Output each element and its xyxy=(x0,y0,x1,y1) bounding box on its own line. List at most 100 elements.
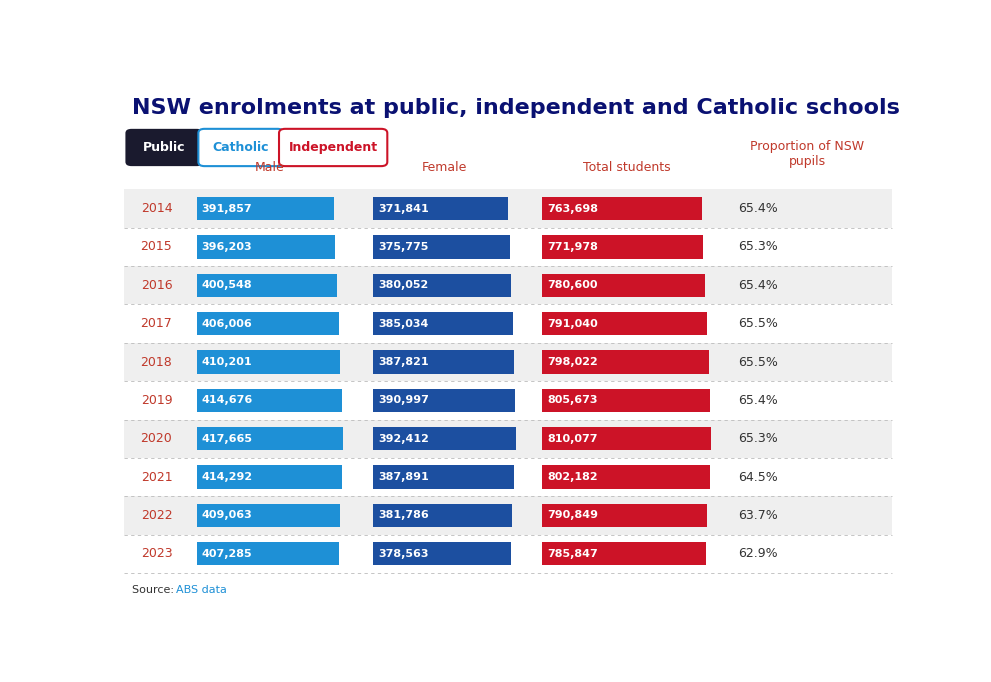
Text: 385,034: 385,034 xyxy=(379,318,428,329)
Bar xyxy=(197,235,335,258)
Text: Public: Public xyxy=(143,141,185,154)
Text: 380,052: 380,052 xyxy=(379,280,428,291)
Text: 63.7%: 63.7% xyxy=(738,509,778,522)
Bar xyxy=(542,197,702,220)
Text: 391,857: 391,857 xyxy=(201,204,252,213)
Text: 62.9%: 62.9% xyxy=(738,547,778,560)
Bar xyxy=(542,427,712,450)
FancyBboxPatch shape xyxy=(279,129,387,166)
Bar xyxy=(197,465,342,488)
Text: 798,022: 798,022 xyxy=(547,357,598,367)
Text: Female: Female xyxy=(422,161,467,174)
Bar xyxy=(374,351,514,374)
Text: 2018: 2018 xyxy=(141,355,172,368)
Bar xyxy=(374,542,510,565)
Text: 791,040: 791,040 xyxy=(547,318,598,329)
Text: 2016: 2016 xyxy=(141,279,172,292)
Text: 390,997: 390,997 xyxy=(379,396,429,405)
Text: 375,775: 375,775 xyxy=(379,242,428,252)
Bar xyxy=(542,273,706,297)
Text: 400,548: 400,548 xyxy=(201,280,252,291)
Text: 64.5%: 64.5% xyxy=(738,471,778,484)
Text: 802,182: 802,182 xyxy=(547,472,598,482)
Bar xyxy=(374,235,509,258)
Text: 410,201: 410,201 xyxy=(201,357,252,367)
Text: 780,600: 780,600 xyxy=(547,280,598,291)
Text: Total students: Total students xyxy=(583,161,671,174)
Text: Independent: Independent xyxy=(288,141,378,154)
Bar xyxy=(542,235,704,258)
Text: 65.4%: 65.4% xyxy=(738,202,778,215)
Bar xyxy=(124,190,892,228)
Text: 378,563: 378,563 xyxy=(379,549,428,559)
Text: 396,203: 396,203 xyxy=(201,242,252,252)
Text: 810,077: 810,077 xyxy=(547,434,598,444)
Text: 387,891: 387,891 xyxy=(379,472,429,482)
Text: 65.4%: 65.4% xyxy=(738,394,778,407)
Bar xyxy=(374,427,515,450)
Text: 409,063: 409,063 xyxy=(201,510,252,520)
Bar xyxy=(124,304,892,343)
Text: 2017: 2017 xyxy=(141,317,172,330)
Text: 771,978: 771,978 xyxy=(547,242,598,252)
Bar xyxy=(124,228,892,266)
Bar xyxy=(197,197,334,220)
Text: Proportion of NSW
pupils: Proportion of NSW pupils xyxy=(750,140,864,168)
Text: NSW enrolments at public, independent and Catholic schools: NSW enrolments at public, independent an… xyxy=(132,98,900,117)
Bar xyxy=(374,465,514,488)
Text: 2022: 2022 xyxy=(141,509,172,522)
Text: 785,847: 785,847 xyxy=(547,549,598,559)
Bar xyxy=(124,496,892,535)
Bar xyxy=(542,504,708,527)
Text: 790,849: 790,849 xyxy=(547,510,598,520)
Text: 417,665: 417,665 xyxy=(201,434,253,444)
Text: Male: Male xyxy=(255,161,284,174)
Bar xyxy=(124,458,892,496)
Text: 387,821: 387,821 xyxy=(379,357,429,367)
FancyBboxPatch shape xyxy=(198,129,283,166)
Text: 2019: 2019 xyxy=(141,394,172,407)
Bar xyxy=(374,312,513,336)
Bar xyxy=(197,504,340,527)
Bar xyxy=(374,504,511,527)
Text: Catholic: Catholic xyxy=(213,141,270,154)
Bar xyxy=(197,351,340,374)
Bar xyxy=(374,273,511,297)
Bar xyxy=(197,389,342,412)
Bar xyxy=(124,419,892,458)
Text: 371,841: 371,841 xyxy=(379,204,429,213)
Text: ABS data: ABS data xyxy=(176,585,227,595)
Bar xyxy=(124,266,892,304)
FancyBboxPatch shape xyxy=(126,129,203,166)
Bar xyxy=(374,389,515,412)
Text: 2021: 2021 xyxy=(141,471,172,484)
Text: 2023: 2023 xyxy=(141,547,172,560)
Bar xyxy=(542,542,707,565)
Bar xyxy=(374,197,508,220)
Bar xyxy=(197,427,343,450)
Text: 2014: 2014 xyxy=(141,202,172,215)
Bar xyxy=(542,351,709,374)
Bar xyxy=(542,389,711,412)
Bar xyxy=(197,312,339,336)
Text: 392,412: 392,412 xyxy=(379,434,429,444)
Text: 414,676: 414,676 xyxy=(201,396,253,405)
Text: 2020: 2020 xyxy=(141,432,172,445)
Text: 406,006: 406,006 xyxy=(201,318,252,329)
Text: 65.5%: 65.5% xyxy=(738,317,778,330)
Bar xyxy=(197,542,339,565)
Text: 65.3%: 65.3% xyxy=(738,432,778,445)
Text: 805,673: 805,673 xyxy=(547,396,598,405)
Text: 763,698: 763,698 xyxy=(547,204,598,213)
Text: 65.5%: 65.5% xyxy=(738,355,778,368)
Text: 407,285: 407,285 xyxy=(201,549,252,559)
Bar xyxy=(197,273,337,297)
Text: 414,292: 414,292 xyxy=(201,472,253,482)
Bar xyxy=(542,465,710,488)
Text: 65.4%: 65.4% xyxy=(738,279,778,292)
Text: 65.3%: 65.3% xyxy=(738,241,778,254)
Bar xyxy=(124,343,892,381)
Bar xyxy=(124,381,892,419)
Text: 2015: 2015 xyxy=(141,241,172,254)
Bar xyxy=(542,312,708,336)
